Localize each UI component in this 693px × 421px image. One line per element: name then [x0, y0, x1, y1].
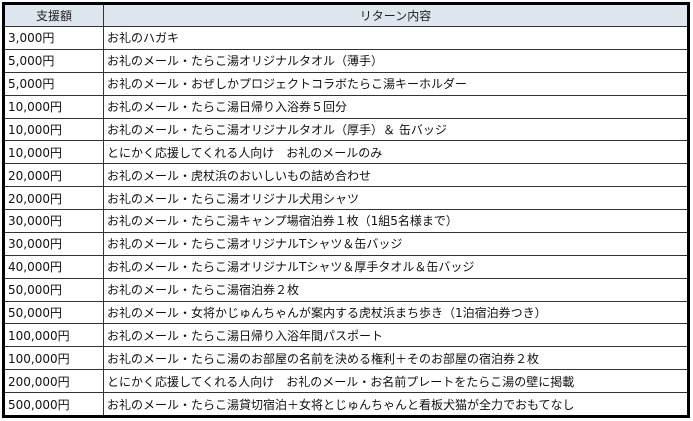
table-row: 30,000円 お礼のメール・たらこ湯キャンプ場宿泊券１枚（1組5名様まで）: [3, 209, 689, 233]
reward-cell: お礼のメール・女将かじゅんちゃんが案内する虎杖浜まち歩き（1泊宿泊券つき）: [103, 300, 689, 325]
amount-cell: 30,000円: [3, 231, 104, 256]
reward-cell: お礼のメール・たらこ湯宿泊券２枚: [103, 277, 689, 302]
table-row: 40,000円 お礼のメール・たらこ湯オリジナルTシャツ＆厚手タオル＆缶バッジ: [3, 254, 689, 279]
reward-cell: お礼のメール・たらこ湯日帰り入浴年間パスポート: [103, 323, 689, 348]
reward-cell: お礼のメール・たらこ湯キャンプ場宿泊券１枚（1組5名様まで）: [103, 209, 689, 233]
reward-cell: お礼のメール・たらこ湯日帰り入浴券５回分: [103, 94, 689, 119]
amount-cell: 5,000円: [3, 71, 104, 96]
amount-cell: 100,000円: [3, 323, 104, 348]
amount-cell: 50,000円: [3, 277, 104, 302]
table-row: 10,000円 お礼のメール・たらこ湯日帰り入浴券５回分: [3, 94, 689, 119]
table-row: 10,000円 とにかく応援してくれる人向け お礼のメールのみ: [3, 140, 689, 165]
table-row: 200,000円 とにかく応援してくれる人向け お礼のメール・お名前プレートをたら…: [3, 369, 689, 393]
table-header: 支援額 リターン内容: [3, 3, 689, 27]
amount-cell: 500,000円: [3, 392, 104, 417]
table-row: 20,000円 お礼のメール・たらこ湯オリジナル犬用シャツ: [3, 186, 689, 210]
reward-cell: お礼のメール・おぜしかプロジェクトコラボたらこ湯キーホルダー: [103, 71, 689, 96]
reward-cell: お礼のハガキ: [103, 26, 689, 50]
reward-cell: お礼のメール・虎杖浜のおいしいもの詰め合わせ: [103, 163, 689, 188]
amount-cell: 3,000円: [3, 26, 104, 50]
amount-cell: 200,000円: [3, 369, 104, 393]
amount-cell: 20,000円: [3, 163, 104, 188]
table-row: 5,000円 お礼のメール・おぜしかプロジェクトコラボたらこ湯キーホルダー: [3, 71, 689, 96]
reward-cell: お礼のメール・たらこ湯オリジナル犬用シャツ: [103, 186, 689, 210]
reward-cell: お礼のメール・たらこ湯オリジナルタオル（厚手）＆ 缶バッジ: [103, 117, 689, 142]
table-row: 50,000円 お礼のメール・たらこ湯宿泊券２枚: [3, 277, 689, 302]
header-reward: リターン内容: [103, 3, 689, 27]
amount-cell: 50,000円: [3, 300, 104, 325]
header-amount: 支援額: [3, 3, 104, 27]
table-row: 20,000円 お礼のメール・虎杖浜のおいしいもの詰め合わせ: [3, 163, 689, 188]
table-row: 50,000円 お礼のメール・女将かじゅんちゃんが案内する虎杖浜まち歩き（1泊宿泊…: [3, 300, 689, 325]
amount-cell: 10,000円: [3, 140, 104, 165]
amount-cell: 20,000円: [3, 186, 104, 210]
amount-cell: 10,000円: [3, 94, 104, 119]
reward-cell: お礼のメール・たらこ湯貸切宿泊＋女将とじゅんちゃんと看板犬猫が全力でおもてなし: [103, 392, 689, 417]
reward-cell: とにかく応援してくれる人向け お礼のメール・お名前プレートをたらこ湯の壁に掲載: [103, 369, 689, 393]
reward-cell: お礼のメール・たらこ湯のお部屋の名前を決める権利＋そのお部屋の宿泊券２枚: [103, 346, 689, 371]
table-row: 500,000円 お礼のメール・たらこ湯貸切宿泊＋女将とじゅんちゃんと看板犬猫が全…: [3, 392, 689, 417]
table-row: 3,000円 お礼のハガキ: [3, 26, 689, 50]
table-row: 30,000円 お礼のメール・たらこ湯オリジナルTシャツ＆缶バッジ: [3, 231, 689, 256]
table-row: 5,000円 お礼のメール・たらこ湯オリジナルタオル（薄手）: [3, 48, 689, 73]
table-row: 10,000円 お礼のメール・たらこ湯オリジナルタオル（厚手）＆ 缶バッジ: [3, 117, 689, 142]
reward-cell: とにかく応援してくれる人向け お礼のメールのみ: [103, 140, 689, 165]
amount-cell: 30,000円: [3, 209, 104, 233]
table-row: 100,000円 お礼のメール・たらこ湯日帰り入浴年間パスポート: [3, 323, 689, 348]
reward-cell: お礼のメール・たらこ湯オリジナルTシャツ＆厚手タオル＆缶バッジ: [103, 254, 689, 279]
table-row: 100,000円 お礼のメール・たらこ湯のお部屋の名前を決める権利＋そのお部屋の宿…: [3, 346, 689, 371]
reward-cell: お礼のメール・たらこ湯オリジナルタオル（薄手）: [103, 48, 689, 73]
reward-cell: お礼のメール・たらこ湯オリジナルTシャツ＆缶バッジ: [103, 231, 689, 256]
amount-cell: 5,000円: [3, 48, 104, 73]
amount-cell: 10,000円: [3, 117, 104, 142]
amount-cell: 100,000円: [3, 346, 104, 371]
amount-cell: 40,000円: [3, 254, 104, 279]
